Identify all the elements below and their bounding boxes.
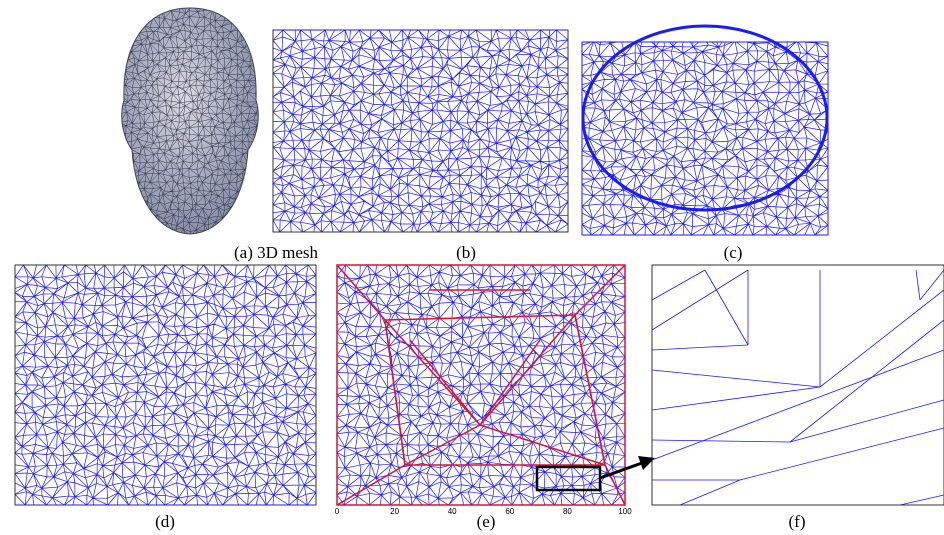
- caption: (e): [477, 512, 496, 531]
- panel-f: [652, 265, 944, 505]
- zoom-lines: [652, 270, 944, 505]
- x-tick-label: 40: [448, 507, 457, 516]
- caption: (b): [456, 243, 476, 262]
- figure: 0 20 40 60 80 100 (a) 3D mesh (b) (c) (d) (e)…: [0, 0, 944, 535]
- x-tick-label: 0: [335, 507, 340, 516]
- mesh: [273, 30, 568, 232]
- caption: (d): [155, 512, 175, 531]
- caption: (f): [789, 512, 806, 531]
- mesh: [582, 25, 828, 235]
- x-tick-label: 100: [618, 507, 632, 516]
- panel-b: [273, 30, 568, 232]
- panel-e: [337, 265, 655, 505]
- caption: (a) 3D mesh: [234, 243, 319, 262]
- panel-d: [15, 265, 316, 505]
- x-tick-label: 60: [505, 507, 514, 516]
- panel-a: [120, 5, 262, 237]
- panel-c: [582, 25, 828, 235]
- mesh: [337, 265, 625, 505]
- x-tick-label: 80: [563, 507, 572, 516]
- x-tick-label: 20: [390, 507, 399, 516]
- caption: (c): [724, 243, 743, 262]
- mesh: [15, 265, 316, 505]
